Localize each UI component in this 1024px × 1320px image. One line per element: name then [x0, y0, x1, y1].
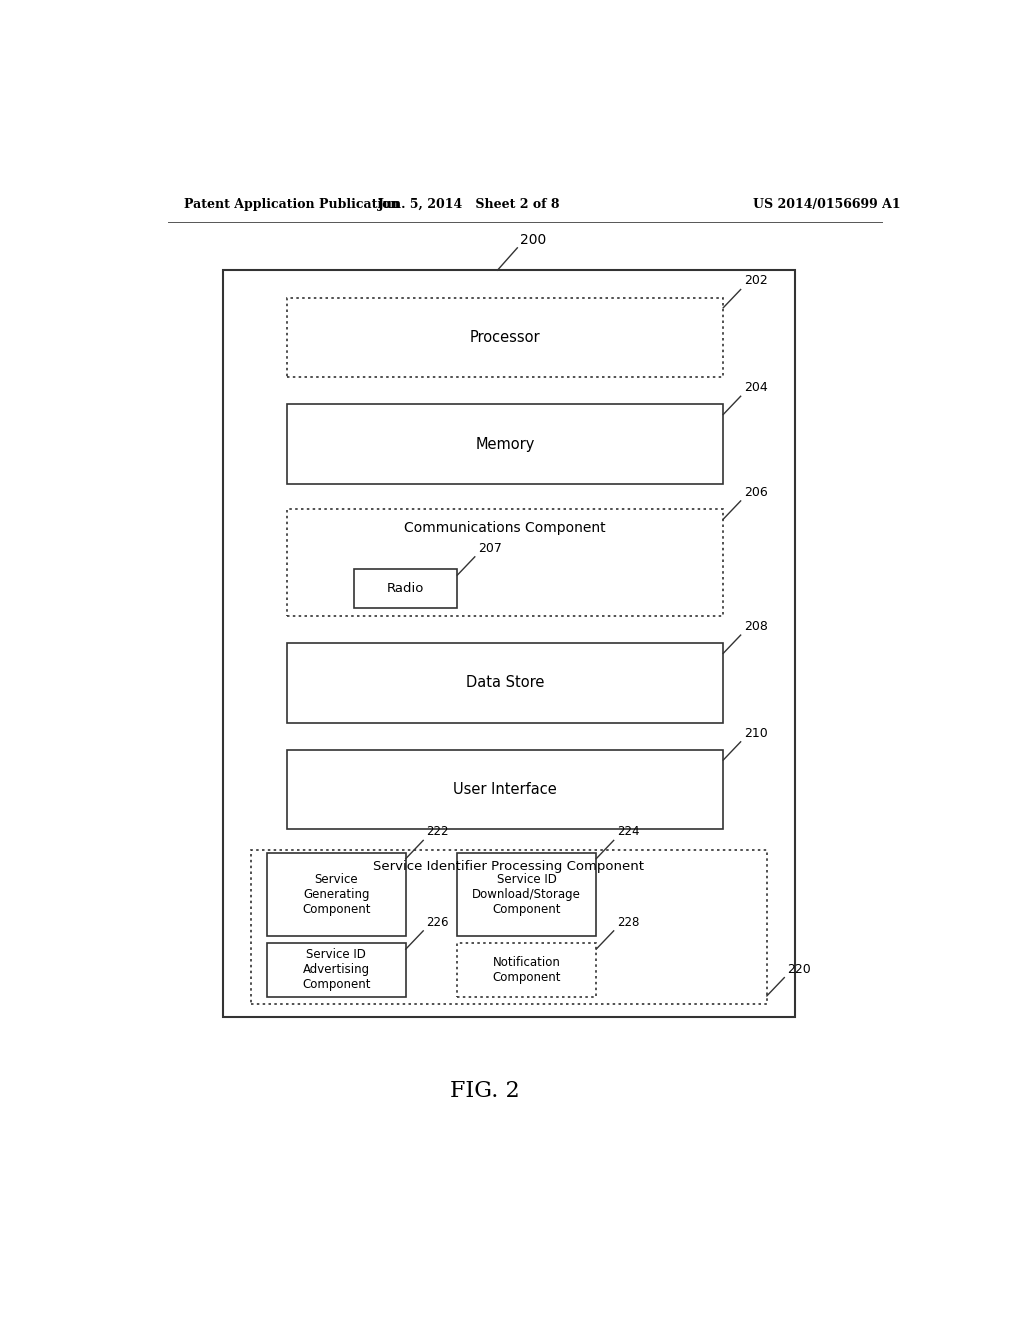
Text: Jun. 5, 2014   Sheet 2 of 8: Jun. 5, 2014 Sheet 2 of 8: [378, 198, 560, 211]
Bar: [287, 297, 723, 378]
Text: 207: 207: [478, 541, 502, 554]
Text: Data Store: Data Store: [466, 676, 544, 690]
Bar: [223, 271, 795, 1018]
Text: 202: 202: [743, 275, 768, 288]
Bar: [287, 643, 723, 722]
Bar: [267, 942, 406, 997]
Text: 210: 210: [743, 727, 768, 739]
Text: 200: 200: [520, 232, 546, 247]
Text: User Interface: User Interface: [453, 781, 557, 797]
Text: 208: 208: [743, 620, 768, 634]
Bar: [458, 942, 596, 997]
Text: Memory: Memory: [475, 437, 535, 451]
Text: 220: 220: [787, 962, 811, 975]
Bar: [287, 750, 723, 829]
Text: Service ID
Download/Storage
Component: Service ID Download/Storage Component: [472, 873, 582, 916]
Bar: [354, 569, 458, 607]
Text: 222: 222: [426, 825, 449, 838]
Bar: [287, 404, 723, 483]
Text: Notification
Component: Notification Component: [493, 956, 561, 983]
Text: 226: 226: [426, 916, 449, 929]
Text: Service Identifier Processing Component: Service Identifier Processing Component: [374, 859, 644, 873]
Text: Service
Generating
Component: Service Generating Component: [302, 873, 371, 916]
Text: 204: 204: [743, 381, 768, 395]
Text: 224: 224: [616, 825, 639, 838]
Text: US 2014/0156699 A1: US 2014/0156699 A1: [753, 198, 900, 211]
Bar: [458, 853, 596, 936]
Text: Patent Application Publication: Patent Application Publication: [183, 198, 399, 211]
Text: FIG. 2: FIG. 2: [451, 1081, 520, 1102]
Text: 228: 228: [616, 916, 639, 929]
Bar: [251, 850, 767, 1005]
Bar: [267, 853, 406, 936]
Bar: [287, 510, 723, 615]
Text: Processor: Processor: [470, 330, 541, 345]
Text: 206: 206: [743, 486, 768, 499]
Text: Communications Component: Communications Component: [404, 521, 606, 535]
Text: Service ID
Advertising
Component: Service ID Advertising Component: [302, 949, 371, 991]
Text: Radio: Radio: [387, 582, 424, 595]
